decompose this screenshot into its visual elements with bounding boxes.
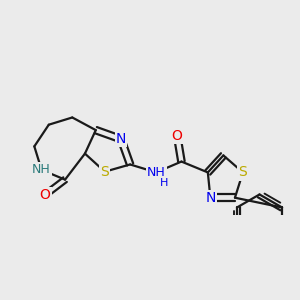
Text: O: O [172, 128, 182, 142]
Text: S: S [100, 165, 109, 179]
Text: S: S [238, 165, 247, 179]
Text: N: N [205, 191, 215, 205]
Text: O: O [40, 188, 51, 202]
Text: N: N [116, 132, 126, 146]
Text: NH: NH [32, 164, 51, 176]
Text: NH: NH [147, 166, 166, 179]
Text: H: H [160, 178, 168, 188]
